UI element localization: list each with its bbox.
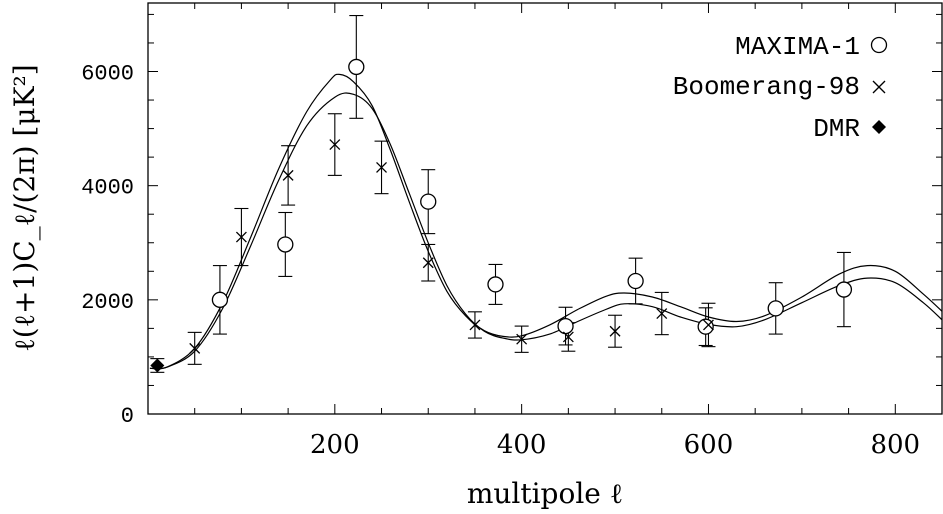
data-markers xyxy=(150,58,853,373)
maxima-point xyxy=(697,318,714,335)
boomerang-point xyxy=(282,169,294,181)
legend-label-dmr: DMR xyxy=(813,114,860,144)
y-tick-label: 0 xyxy=(121,404,134,429)
y-tick-label: 6000 xyxy=(81,62,134,87)
boomerang-point xyxy=(235,231,247,243)
legend-marker-maxima-circle-icon xyxy=(870,36,888,54)
boomerang-point xyxy=(469,319,481,331)
y-tick-label: 2000 xyxy=(81,290,134,315)
x-axis-ticks: 200 400 600 800 xyxy=(194,3,920,460)
boomerang-point xyxy=(703,319,714,331)
legend-marker-dmr-diamond-icon xyxy=(872,120,886,134)
maxima-point xyxy=(277,236,294,253)
dmr-point xyxy=(150,358,165,373)
maxima-point xyxy=(487,276,504,293)
x-tick-label: 200 xyxy=(310,430,360,460)
boomerang-point xyxy=(376,161,387,173)
maxima-point xyxy=(420,193,437,210)
legend-label-maxima: MAXIMA-1 xyxy=(735,32,860,62)
maxima-point xyxy=(767,300,784,317)
x-tick-label: 800 xyxy=(870,430,920,460)
maxima-point xyxy=(211,291,229,308)
boomerang-point xyxy=(189,342,201,354)
error-bars xyxy=(150,15,851,373)
legend-label-boomerang: Boomerang-98 xyxy=(673,72,860,102)
x-axis-title: multipole ℓ xyxy=(467,477,623,510)
boomerang-point xyxy=(609,325,621,337)
x-tick-label: 600 xyxy=(684,430,734,460)
maxima-point xyxy=(348,58,365,76)
plot-frame xyxy=(147,2,943,415)
boomerang-point xyxy=(562,331,574,343)
boomerang-point xyxy=(422,257,434,269)
y-tick-label: 4000 xyxy=(81,176,134,201)
maxima-point xyxy=(835,281,853,298)
x-tick-label: 400 xyxy=(497,430,547,460)
boomerang-point xyxy=(516,333,528,345)
legend: MAXIMA-1 Boomerang-98 DMR xyxy=(673,32,888,144)
boomerang-point xyxy=(656,308,668,319)
maxima-point xyxy=(557,317,574,335)
y-axis-title: ℓ(ℓ+1)C_ℓ/(2π) [μK²] xyxy=(8,64,41,351)
model-curve-2 xyxy=(149,92,943,370)
maxima-point xyxy=(627,272,644,290)
boomerang-point xyxy=(329,139,341,151)
legend-marker-boomerang-cross-icon xyxy=(872,80,886,94)
y-axis-ticks: 0 2000 4000 6000 xyxy=(81,13,942,429)
